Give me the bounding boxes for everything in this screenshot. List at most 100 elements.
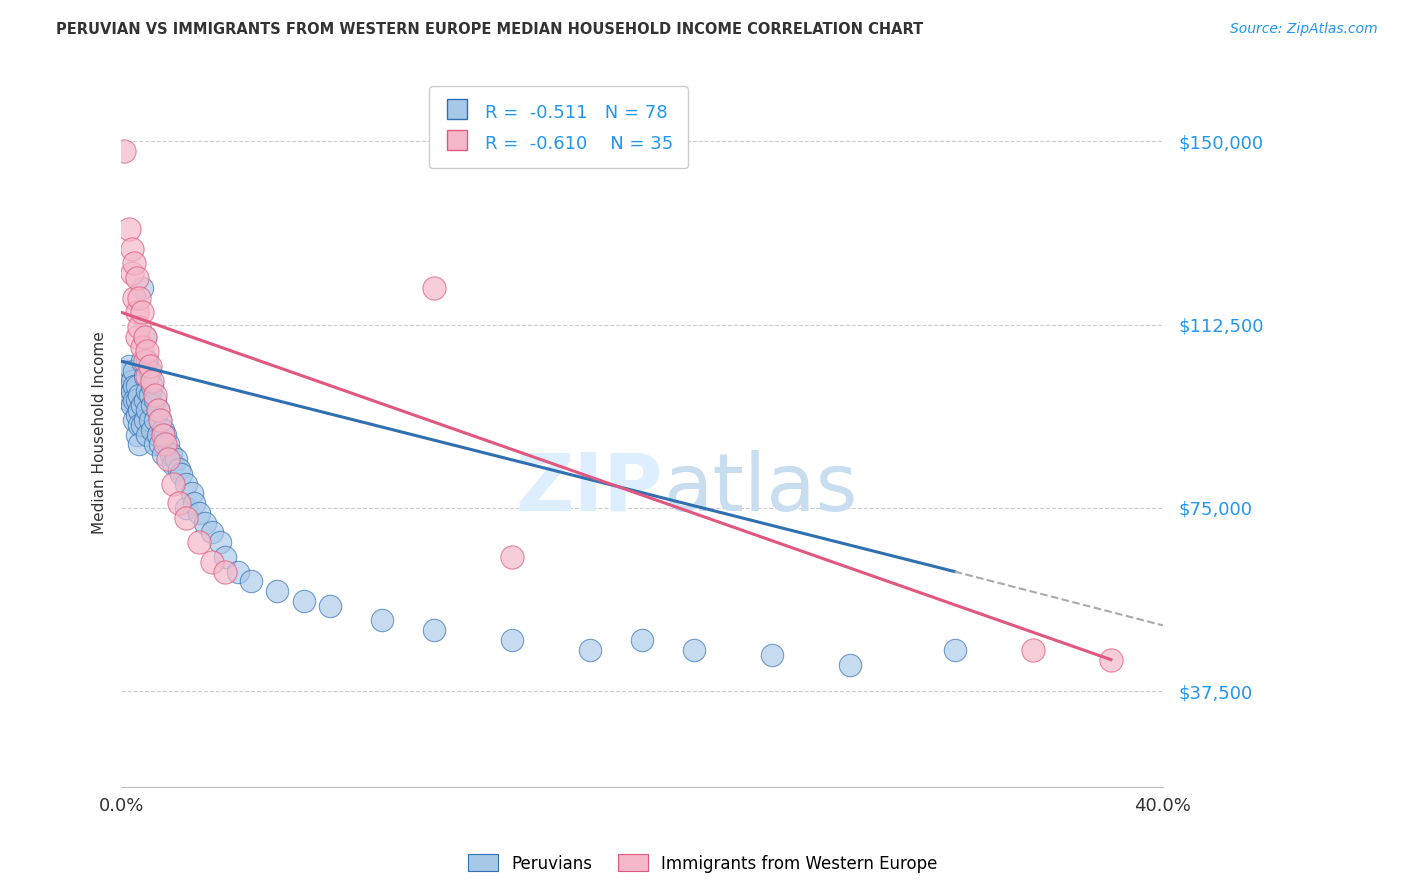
- Point: [122, 378, 145, 392]
- Point: [125, 427, 148, 442]
- Point: [134, 330, 156, 344]
- Point: [180, 486, 202, 500]
- Point: [146, 403, 169, 417]
- Point: [193, 516, 215, 530]
- Point: [157, 452, 180, 467]
- Point: [118, 222, 141, 236]
- Point: [176, 476, 198, 491]
- Point: [115, 364, 138, 378]
- Point: [141, 374, 163, 388]
- Point: [121, 266, 143, 280]
- Point: [292, 594, 315, 608]
- Point: [143, 388, 166, 402]
- Point: [112, 378, 135, 392]
- Point: [136, 384, 159, 398]
- Point: [152, 447, 174, 461]
- Point: [943, 643, 966, 657]
- Point: [121, 242, 143, 256]
- Point: [141, 423, 163, 437]
- Y-axis label: Median Household Income: Median Household Income: [93, 331, 107, 533]
- Point: [136, 403, 159, 417]
- Point: [155, 437, 177, 451]
- Point: [122, 413, 145, 427]
- Point: [579, 643, 602, 657]
- Point: [122, 364, 145, 378]
- Point: [152, 423, 174, 437]
- Point: [112, 144, 135, 158]
- Point: [188, 535, 211, 549]
- Point: [122, 393, 145, 408]
- Point: [125, 378, 148, 392]
- Point: [240, 574, 263, 589]
- Point: [139, 364, 162, 378]
- Point: [122, 291, 145, 305]
- Point: [159, 447, 181, 461]
- Point: [157, 437, 180, 451]
- Point: [128, 388, 150, 402]
- Point: [118, 388, 141, 402]
- Point: [136, 368, 159, 383]
- Point: [136, 427, 159, 442]
- Point: [125, 305, 148, 319]
- Point: [134, 413, 156, 427]
- Point: [170, 467, 193, 481]
- Point: [118, 359, 141, 373]
- Point: [188, 506, 211, 520]
- Point: [136, 344, 159, 359]
- Point: [839, 657, 862, 672]
- Text: PERUVIAN VS IMMIGRANTS FROM WESTERN EUROPE MEDIAN HOUSEHOLD INCOME CORRELATION C: PERUVIAN VS IMMIGRANTS FROM WESTERN EURO…: [56, 22, 924, 37]
- Point: [115, 384, 138, 398]
- Point: [125, 393, 148, 408]
- Point: [155, 427, 177, 442]
- Point: [143, 437, 166, 451]
- Point: [121, 384, 143, 398]
- Legend: Peruvians, Immigrants from Western Europe: Peruvians, Immigrants from Western Europ…: [461, 847, 945, 880]
- Point: [149, 437, 172, 451]
- Point: [683, 643, 706, 657]
- Point: [143, 413, 166, 427]
- Point: [501, 633, 523, 648]
- Text: ZIP: ZIP: [516, 450, 664, 528]
- Point: [167, 462, 190, 476]
- Point: [134, 393, 156, 408]
- Point: [128, 417, 150, 432]
- Point: [121, 398, 143, 412]
- Point: [167, 496, 190, 510]
- Point: [318, 599, 340, 613]
- Point: [139, 359, 162, 373]
- Point: [266, 584, 288, 599]
- Point: [162, 476, 184, 491]
- Point: [139, 388, 162, 402]
- Point: [761, 648, 783, 662]
- Point: [422, 281, 444, 295]
- Text: Source: ZipAtlas.com: Source: ZipAtlas.com: [1230, 22, 1378, 37]
- Point: [214, 565, 236, 579]
- Point: [131, 305, 153, 319]
- Legend: R =  -0.511   N = 78, R =  -0.610    N = 35: R = -0.511 N = 78, R = -0.610 N = 35: [429, 87, 688, 169]
- Point: [118, 393, 141, 408]
- Point: [422, 624, 444, 638]
- Point: [152, 427, 174, 442]
- Point: [139, 413, 162, 427]
- Point: [128, 291, 150, 305]
- Point: [128, 320, 150, 334]
- Point: [1099, 653, 1122, 667]
- Point: [183, 496, 205, 510]
- Point: [1022, 643, 1045, 657]
- Point: [131, 398, 153, 412]
- Point: [122, 256, 145, 270]
- Point: [143, 393, 166, 408]
- Point: [134, 354, 156, 368]
- Point: [149, 413, 172, 427]
- Point: [176, 510, 198, 524]
- Point: [131, 354, 153, 368]
- Point: [162, 457, 184, 471]
- Point: [128, 403, 150, 417]
- Point: [370, 614, 392, 628]
- Point: [131, 281, 153, 295]
- Point: [214, 549, 236, 564]
- Point: [631, 633, 654, 648]
- Point: [141, 378, 163, 392]
- Point: [136, 354, 159, 368]
- Point: [128, 437, 150, 451]
